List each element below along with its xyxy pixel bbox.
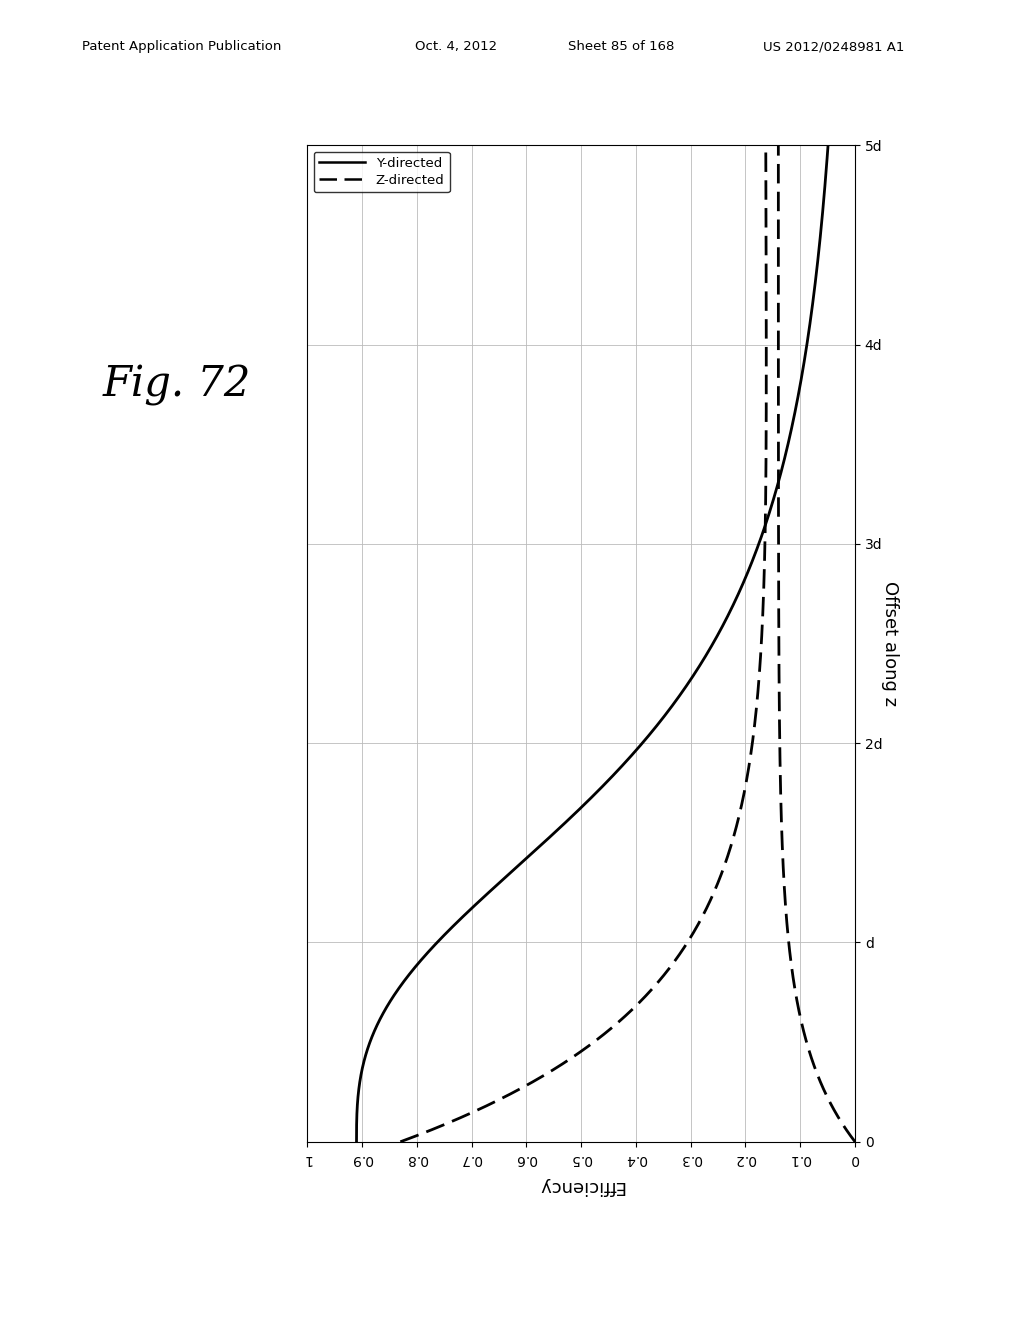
Z-directed [394, 1134, 407, 1150]
Text: Fig. 72: Fig. 72 [102, 363, 251, 405]
Z-directed [590, 1032, 602, 1048]
Text: Sheet 85 of 168: Sheet 85 of 168 [568, 40, 675, 53]
Line: Z-directed: Z-directed [400, 145, 766, 1142]
Z-directed [760, 137, 772, 153]
Z-directed [760, 339, 772, 355]
Y-directed [822, 137, 835, 153]
Z-directed [760, 450, 772, 466]
Text: Patent Application Publication: Patent Application Publication [82, 40, 282, 53]
X-axis label: Efficiency: Efficiency [538, 1176, 625, 1195]
Y-directed [365, 1032, 377, 1048]
Z-directed [760, 356, 772, 372]
Line: Y-directed: Y-directed [356, 145, 828, 1142]
Y-directed [778, 450, 791, 466]
Y-directed [801, 339, 813, 355]
Y-directed [640, 731, 652, 747]
Text: Oct. 4, 2012: Oct. 4, 2012 [415, 40, 497, 53]
Z-directed [751, 694, 763, 710]
Y-directed [350, 1134, 362, 1150]
Text: US 2012/0248981 A1: US 2012/0248981 A1 [763, 40, 904, 53]
Y-axis label: Offset along z: Offset along z [881, 581, 899, 706]
Z-directed [746, 731, 759, 747]
Y-directed [669, 694, 681, 710]
Y-directed [798, 356, 810, 372]
Legend: Y-directed, Z-directed: Y-directed, Z-directed [313, 152, 450, 193]
